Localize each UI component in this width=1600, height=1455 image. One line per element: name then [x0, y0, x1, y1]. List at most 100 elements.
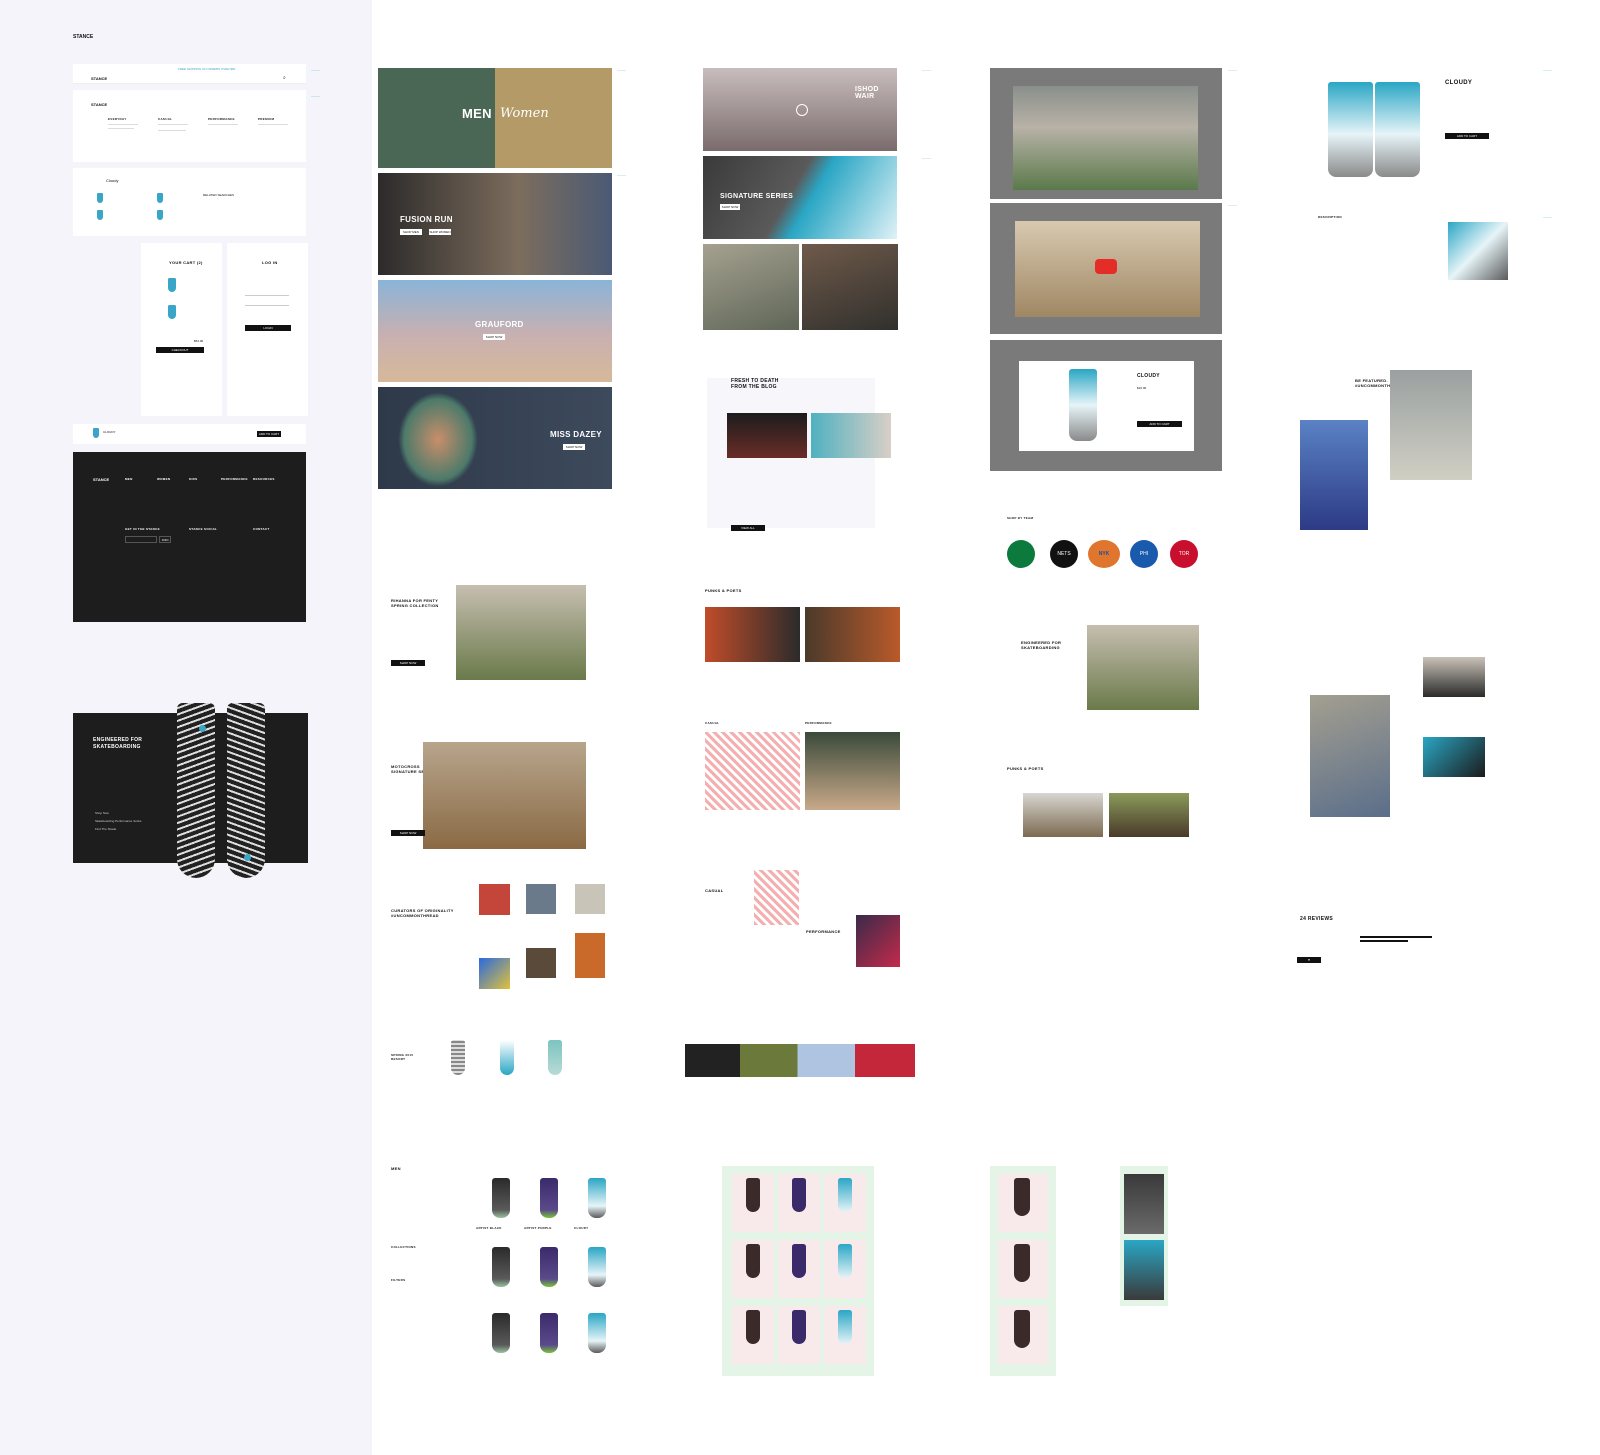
engineered-link[interactable]: Shop Now — [95, 811, 109, 815]
performance2-title: PERFORMANCE — [806, 929, 841, 934]
hero-ishod-wair[interactable]: ISHOD WAIR — [703, 68, 897, 151]
punks-image[interactable] — [705, 607, 800, 662]
team-logo-raptors[interactable]: TOR — [1170, 540, 1198, 568]
play-button-icon[interactable] — [796, 104, 808, 116]
product-name[interactable]: CLOUDY — [574, 1226, 589, 1230]
casual-image[interactable] — [705, 732, 800, 810]
pdp-add-button[interactable]: ADD TO CART — [1445, 133, 1489, 139]
product-sock[interactable] — [540, 1313, 558, 1353]
shop-women-button[interactable]: SHOP WOMEN — [429, 229, 451, 235]
youtube-play-icon[interactable] — [1095, 259, 1117, 274]
search-term[interactable]: Cloudy — [106, 178, 119, 183]
product-sock[interactable] — [500, 1040, 514, 1075]
punks2-image[interactable] — [1023, 793, 1103, 837]
ugc-tile[interactable] — [575, 884, 605, 914]
hero-grauford[interactable]: GRAUFORD SHOP NOW — [378, 280, 612, 382]
brand-logo[interactable]: STANCE — [73, 34, 94, 40]
hero-fusion-run[interactable]: FUSION RUN SHOP MEN SHOP WOMEN — [378, 173, 612, 275]
punks2-image[interactable] — [1109, 793, 1189, 837]
add-to-cart-button[interactable]: ADD TO CART — [1137, 421, 1182, 427]
hero-signature-series[interactable]: SIGNATURE SERIES SHOP NOW — [703, 156, 897, 239]
video-frame[interactable] — [1015, 221, 1200, 317]
shop-now-button[interactable]: SHOP NOW — [483, 334, 505, 340]
menu-logo[interactable]: STANCE — [91, 102, 108, 107]
megamenu-col[interactable]: PERFORMANCE — [208, 117, 235, 121]
punks-image[interactable] — [805, 607, 900, 662]
team-logo-celtics[interactable] — [1007, 540, 1035, 568]
rihanna-shop-button[interactable]: SHOP NOW — [391, 660, 425, 666]
ugc-image[interactable] — [1390, 370, 1472, 480]
sock-image — [227, 703, 265, 878]
product-sock[interactable] — [588, 1247, 606, 1287]
product-sock[interactable] — [492, 1247, 510, 1287]
skate-tile[interactable] — [703, 244, 799, 330]
description-title: DESCRIPTION — [1318, 215, 1342, 219]
skate-collage[interactable] — [1423, 737, 1485, 777]
ugc-tile[interactable] — [479, 884, 510, 915]
engineered-link[interactable]: Skateboarding Performance Socks — [95, 819, 142, 823]
newsletter-label: GET IN THE STANCE — [125, 527, 160, 531]
ugc-tile[interactable] — [526, 884, 556, 914]
motocross-shop-button[interactable]: SHOP NOW — [391, 830, 425, 836]
product-sock[interactable] — [540, 1178, 558, 1218]
join-button[interactable]: JOIN — [159, 536, 171, 543]
blog-image[interactable] — [811, 413, 891, 458]
annotation-note: ——— — [311, 68, 320, 72]
performance2-image[interactable] — [856, 915, 900, 967]
hotspot-icon[interactable] — [199, 725, 206, 732]
sticky-add-bar: CLOUDY ADD TO CART — [73, 424, 306, 444]
team-logo-knicks[interactable]: NYK — [1088, 540, 1120, 568]
collection-strip[interactable] — [685, 1044, 915, 1077]
team-logo-76ers[interactable]: PHI — [1130, 540, 1158, 568]
login-button[interactable]: LOGIN — [245, 325, 291, 331]
search-icon[interactable]: ⌕ — [283, 75, 286, 81]
megamenu-col[interactable]: EVERYDAY — [108, 117, 127, 121]
team-logo-nets[interactable]: NETS — [1050, 540, 1078, 568]
product-sock[interactable] — [492, 1313, 510, 1353]
newsletter-input[interactable] — [125, 536, 157, 543]
pdp-detail-image[interactable] — [1448, 222, 1508, 280]
megamenu-col[interactable]: CASUAL — [158, 117, 173, 121]
shop-by-team-title: SHOP BY TEAM — [1007, 516, 1034, 520]
header-logo[interactable]: STANCE — [91, 76, 108, 81]
megamenu-col[interactable]: PREMIUM — [258, 117, 275, 121]
skate-tile[interactable] — [802, 244, 898, 330]
hero-title: MISS DAZEY — [550, 430, 602, 439]
blog-module: FRESH TO DEATH FROM THE BLOG VIEW ALL — [707, 378, 891, 531]
footer-logo[interactable]: STANCE — [93, 477, 110, 482]
rihanna-image[interactable] — [456, 585, 586, 680]
blog-view-all-button[interactable]: VIEW ALL — [731, 525, 765, 531]
ugc-tile[interactable] — [526, 948, 556, 978]
sticky-add-button[interactable]: ADD TO CART — [257, 431, 281, 437]
engineered2-image[interactable] — [1087, 625, 1199, 710]
product-sock[interactable] — [588, 1178, 606, 1218]
product-name[interactable]: ARTIST PURPLE — [524, 1226, 552, 1230]
skate-collage[interactable] — [1310, 695, 1390, 817]
performance-image[interactable] — [805, 732, 900, 810]
shop-now-button[interactable]: SHOP NOW — [563, 444, 585, 450]
blog-image[interactable] — [727, 413, 807, 458]
product-sock[interactable] — [492, 1178, 510, 1218]
product-sock[interactable] — [548, 1040, 562, 1075]
hero-title: GRAUFORD — [475, 320, 524, 329]
reviews-sort-button[interactable]: ▼ — [1297, 957, 1321, 963]
hero-miss-dazey[interactable]: MISS DAZEY SHOP NOW — [378, 387, 612, 489]
product-sock[interactable] — [588, 1313, 606, 1353]
engineered-link[interactable]: Find The Shade — [95, 827, 117, 831]
shop-men-button[interactable]: SHOP MEN — [400, 229, 422, 235]
motocross-image[interactable] — [423, 742, 586, 849]
ugc-image[interactable] — [1300, 420, 1368, 530]
casual2-image[interactable] — [754, 870, 799, 925]
product-sock[interactable] — [451, 1040, 465, 1075]
skate-collage[interactable] — [1423, 657, 1485, 697]
ugc-tile[interactable] — [479, 958, 510, 989]
signature-shop-button[interactable]: SHOP NOW — [720, 204, 740, 210]
ugc-tile[interactable] — [575, 933, 605, 978]
hotspot-icon[interactable] — [244, 854, 251, 861]
checkout-button[interactable]: CHECKOUT — [156, 347, 204, 353]
video-study — [990, 203, 1222, 334]
modal-image[interactable] — [1013, 86, 1198, 190]
product-sock[interactable] — [540, 1247, 558, 1287]
hero-men-women[interactable]: MEN Women — [378, 68, 612, 168]
product-name[interactable]: ARTIST BLACK — [476, 1226, 502, 1230]
